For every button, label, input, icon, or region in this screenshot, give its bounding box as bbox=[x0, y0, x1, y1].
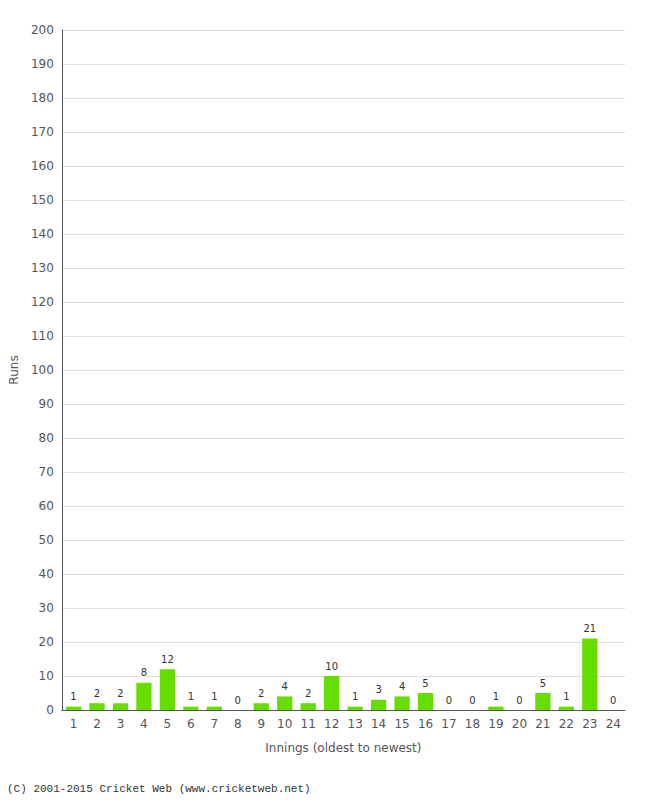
svg-text:150: 150 bbox=[31, 193, 54, 207]
svg-text:7: 7 bbox=[211, 717, 219, 731]
svg-text:5: 5 bbox=[164, 717, 172, 731]
svg-text:21: 21 bbox=[535, 717, 550, 731]
svg-text:1: 1 bbox=[352, 691, 358, 702]
svg-text:50: 50 bbox=[39, 533, 54, 547]
svg-text:4: 4 bbox=[282, 681, 288, 692]
svg-text:2: 2 bbox=[305, 688, 311, 699]
svg-text:10: 10 bbox=[325, 661, 338, 672]
svg-text:18: 18 bbox=[465, 717, 480, 731]
svg-text:5: 5 bbox=[540, 678, 546, 689]
svg-text:140: 140 bbox=[31, 227, 54, 241]
svg-text:180: 180 bbox=[31, 91, 54, 105]
svg-text:10: 10 bbox=[277, 717, 292, 731]
svg-text:9: 9 bbox=[257, 717, 265, 731]
svg-text:3: 3 bbox=[117, 717, 125, 731]
svg-text:8: 8 bbox=[234, 717, 242, 731]
svg-text:15: 15 bbox=[394, 717, 409, 731]
svg-text:110: 110 bbox=[31, 329, 54, 343]
svg-text:100: 100 bbox=[31, 363, 54, 377]
svg-text:200: 200 bbox=[31, 23, 54, 37]
svg-text:90: 90 bbox=[39, 397, 54, 411]
svg-text:190: 190 bbox=[31, 57, 54, 71]
svg-text:21: 21 bbox=[583, 623, 596, 634]
svg-text:4: 4 bbox=[399, 681, 405, 692]
svg-text:16: 16 bbox=[418, 717, 433, 731]
svg-text:6: 6 bbox=[187, 717, 195, 731]
svg-text:60: 60 bbox=[39, 499, 54, 513]
svg-text:20: 20 bbox=[39, 635, 54, 649]
svg-text:130: 130 bbox=[31, 261, 54, 275]
svg-text:1: 1 bbox=[70, 691, 76, 702]
svg-text:0: 0 bbox=[46, 703, 54, 717]
svg-text:160: 160 bbox=[31, 159, 54, 173]
svg-text:3: 3 bbox=[375, 684, 381, 695]
svg-text:8: 8 bbox=[141, 667, 147, 678]
svg-text:120: 120 bbox=[31, 295, 54, 309]
svg-text:5: 5 bbox=[422, 678, 428, 689]
svg-text:1: 1 bbox=[563, 691, 569, 702]
svg-text:22: 22 bbox=[559, 717, 574, 731]
svg-text:70: 70 bbox=[39, 465, 54, 479]
svg-text:17: 17 bbox=[441, 717, 456, 731]
svg-text:19: 19 bbox=[488, 717, 503, 731]
svg-text:40: 40 bbox=[39, 567, 54, 581]
svg-text:2: 2 bbox=[93, 717, 101, 731]
svg-text:10: 10 bbox=[39, 669, 54, 683]
svg-text:Runs: Runs bbox=[7, 355, 21, 384]
svg-text:Innings (oldest to newest): Innings (oldest to newest) bbox=[265, 741, 421, 755]
svg-text:24: 24 bbox=[606, 717, 621, 731]
svg-text:1: 1 bbox=[70, 717, 78, 731]
svg-text:12: 12 bbox=[324, 717, 339, 731]
svg-text:30: 30 bbox=[39, 601, 54, 615]
svg-text:4: 4 bbox=[140, 717, 148, 731]
svg-text:(C) 2001-2015 Cricket Web (www: (C) 2001-2015 Cricket Web (www.cricketwe… bbox=[7, 783, 311, 795]
svg-text:12: 12 bbox=[161, 654, 174, 665]
svg-text:170: 170 bbox=[31, 125, 54, 139]
svg-text:23: 23 bbox=[582, 717, 597, 731]
svg-text:1: 1 bbox=[493, 691, 499, 702]
svg-text:1: 1 bbox=[188, 691, 194, 702]
svg-text:0: 0 bbox=[469, 695, 475, 706]
svg-text:2: 2 bbox=[94, 688, 100, 699]
svg-text:0: 0 bbox=[610, 695, 616, 706]
svg-text:1: 1 bbox=[211, 691, 217, 702]
svg-text:20: 20 bbox=[512, 717, 527, 731]
svg-text:14: 14 bbox=[371, 717, 386, 731]
svg-text:13: 13 bbox=[347, 717, 362, 731]
svg-text:0: 0 bbox=[235, 695, 241, 706]
svg-text:2: 2 bbox=[258, 688, 264, 699]
svg-text:11: 11 bbox=[301, 717, 316, 731]
svg-text:0: 0 bbox=[516, 695, 522, 706]
svg-text:2: 2 bbox=[117, 688, 123, 699]
svg-text:0: 0 bbox=[446, 695, 452, 706]
svg-text:80: 80 bbox=[39, 431, 54, 445]
